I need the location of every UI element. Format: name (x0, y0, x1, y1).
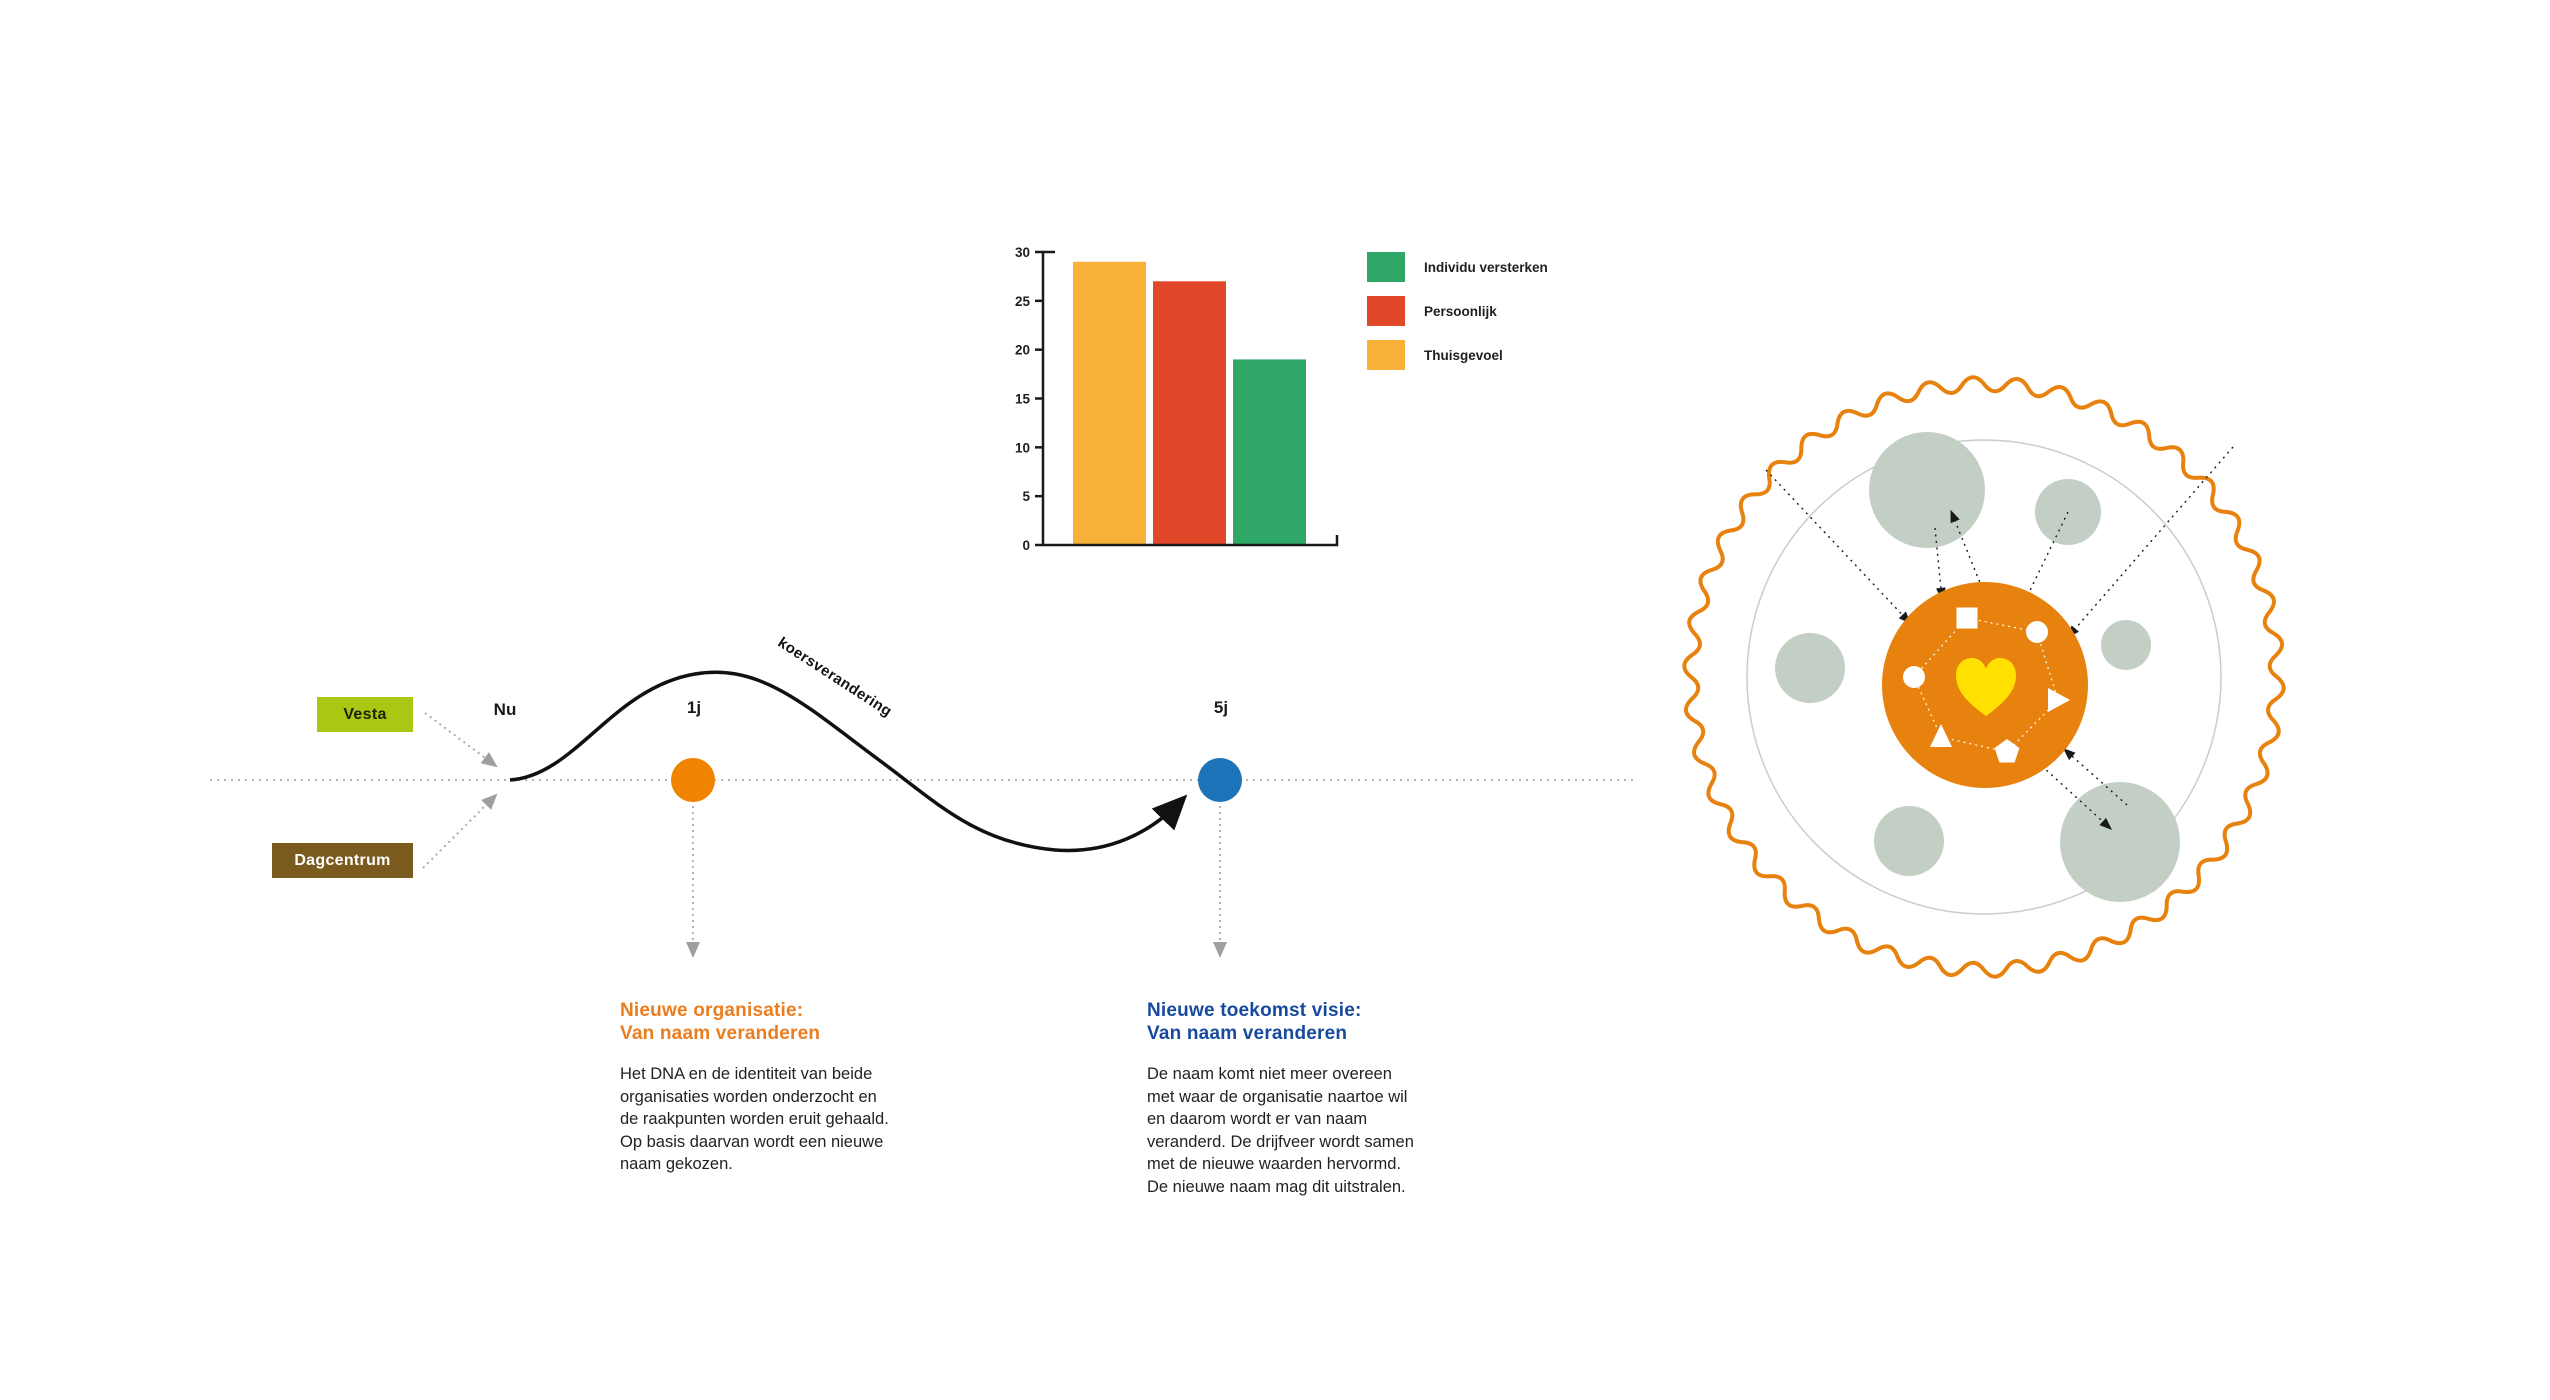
wavy-outer-ring (1682, 375, 2286, 979)
annotation-5j: Nieuwe toekomst visie: Van naam verander… (1147, 999, 1419, 1198)
annotation-body: De naam komt niet meer overeen met waar … (1147, 1065, 1414, 1196)
exchange-arrows (1765, 446, 2234, 830)
dotted-arrow (1765, 469, 1911, 625)
annotation-body: Het DNA en de identiteit van beide organ… (620, 1065, 889, 1173)
ytick-label: 15 (1015, 392, 1031, 407)
bar-chart: 0 5 10 15 20 25 30 (1015, 245, 1339, 553)
triangle-icon (2048, 688, 2070, 712)
annotation-heading-line2: Van naam veranderen (1147, 1023, 1348, 1044)
milestone-1j-dot (671, 758, 715, 802)
square-icon (1956, 607, 1978, 629)
dagcentrum-merge-arrow (422, 793, 498, 869)
dagcentrum-label-box: Dagcentrum (272, 843, 413, 878)
legend-label: Individu versterken (1424, 259, 1548, 275)
timeline-now-label: Nu (493, 700, 517, 719)
ytick-label: 20 (1015, 343, 1030, 358)
bar-individu-versterken (1233, 359, 1306, 545)
ytick-label: 0 (1022, 538, 1030, 553)
satellite-circle-bottom-right (2060, 782, 2180, 902)
annotation-heading-line1: Nieuwe toekomst visie: (1147, 1000, 1362, 1021)
koersverandering-curve (509, 670, 1188, 853)
dotted-arrow (2031, 756, 2113, 830)
dagcentrum-label: Dagcentrum (294, 851, 391, 869)
triangle-icon (1930, 724, 1952, 747)
heart-icon (1956, 658, 2016, 716)
legend-label: Persoonlijk (1424, 303, 1497, 319)
pentagon-icon (1994, 739, 2020, 763)
vesta-label-box: Vesta (317, 697, 413, 732)
timeline-group (210, 670, 1638, 958)
legend-label: Thuisgevoel (1424, 347, 1503, 363)
value-icons (1903, 607, 2070, 763)
legend-swatch-red (1367, 296, 1405, 326)
annotation-heading-line2: Van naam veranderen (620, 1023, 821, 1044)
legend-item: Thuisgevoel (1367, 340, 1548, 370)
satellite-circle-top-left (1869, 432, 1985, 548)
circle-icon (2026, 621, 2048, 643)
inner-ring (1746, 439, 2222, 915)
ytick-label: 10 (1015, 440, 1030, 455)
ytick-label: 25 (1015, 294, 1031, 309)
annotation-heading-line1: Nieuwe organisatie: (620, 1000, 804, 1021)
vesta-merge-arrow (424, 712, 498, 768)
dotted-arrow (1934, 527, 1946, 601)
dotted-arrow (2067, 446, 2234, 639)
legend-swatch-yellow (1367, 340, 1405, 370)
circle-icon (1903, 666, 1925, 688)
satellite-circle-right (2101, 620, 2151, 670)
timeline-5j-label: 5j (1213, 698, 1229, 717)
bar-thuisgevoel (1073, 261, 1146, 545)
vesta-label: Vesta (343, 705, 387, 723)
circle-diagram (1682, 375, 2286, 979)
dotted-arrow (2021, 511, 2069, 609)
legend-item: Individu versterken (1367, 252, 1548, 282)
satellite-circle-bottom-left (1874, 806, 1944, 876)
timeline-1j-label: 1j (686, 698, 702, 717)
chart-legend: Individu versterken Persoonlijk Thuisgev… (1367, 252, 1548, 384)
y-axis-ticks (1035, 250, 1043, 547)
y-axis-labels: 0 5 10 15 20 25 30 (1015, 245, 1031, 553)
milestone-5j-dot (1198, 758, 1242, 802)
legend-item: Persoonlijk (1367, 296, 1548, 326)
dotted-arrow (2062, 748, 2128, 806)
bar-persoonlijk (1153, 281, 1226, 545)
annotation-heading: Nieuwe toekomst visie: Van naam verander… (1147, 999, 1419, 1045)
ytick-label: 30 (1015, 245, 1030, 260)
annotation-1j: Nieuwe organisatie: Van naam veranderen … (620, 999, 892, 1176)
satellite-circle-left (1775, 633, 1845, 703)
ytick-label: 5 (1022, 489, 1030, 504)
annotation-heading: Nieuwe organisatie: Van naam veranderen (620, 999, 892, 1045)
legend-swatch-green (1367, 252, 1405, 282)
